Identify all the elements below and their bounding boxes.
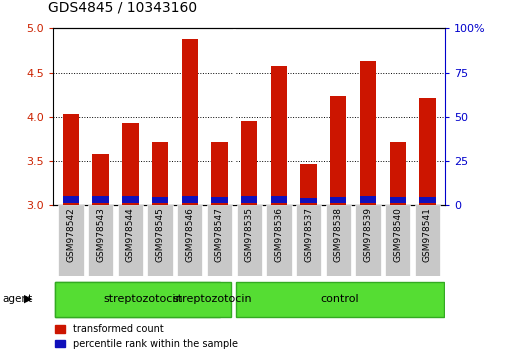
Bar xyxy=(419,197,435,202)
Bar xyxy=(211,143,227,205)
Bar xyxy=(240,196,257,202)
Bar xyxy=(295,205,321,276)
Bar xyxy=(329,197,346,202)
Bar xyxy=(236,205,261,276)
Text: streptozotocin: streptozotocin xyxy=(172,294,251,304)
Text: GSM978535: GSM978535 xyxy=(244,207,253,262)
Bar xyxy=(270,67,286,205)
Bar xyxy=(122,123,138,205)
Bar xyxy=(235,282,443,316)
Bar xyxy=(211,197,227,202)
Text: GSM978543: GSM978543 xyxy=(96,207,105,262)
Text: GSM978537: GSM978537 xyxy=(304,207,313,262)
Text: GSM978547: GSM978547 xyxy=(215,207,224,262)
Bar xyxy=(270,196,286,202)
Bar xyxy=(118,205,143,276)
Text: GSM978538: GSM978538 xyxy=(333,207,342,262)
Bar xyxy=(58,205,83,276)
Text: GSM978542: GSM978542 xyxy=(66,207,75,262)
Bar xyxy=(414,205,439,276)
Bar xyxy=(325,205,350,276)
Text: GSM978544: GSM978544 xyxy=(126,207,135,262)
Bar xyxy=(389,143,405,205)
Bar xyxy=(419,98,435,205)
Bar xyxy=(88,205,113,276)
Bar xyxy=(152,197,168,202)
Legend: transformed count, percentile rank within the sample: transformed count, percentile rank withi… xyxy=(56,324,237,349)
Bar xyxy=(122,196,138,202)
Bar xyxy=(63,114,79,205)
Bar xyxy=(55,282,231,316)
Bar xyxy=(55,282,220,316)
Text: GSM978539: GSM978539 xyxy=(363,207,372,262)
Text: GSM978541: GSM978541 xyxy=(422,207,431,262)
Text: GSM978540: GSM978540 xyxy=(392,207,401,262)
Bar xyxy=(240,121,257,205)
Text: ▶: ▶ xyxy=(24,294,33,304)
Text: GSM978536: GSM978536 xyxy=(274,207,283,262)
Bar xyxy=(207,205,232,276)
Bar xyxy=(147,205,172,276)
Bar xyxy=(63,196,79,202)
Bar xyxy=(384,205,410,276)
Bar xyxy=(300,164,316,205)
Bar xyxy=(181,39,197,205)
Text: GSM978545: GSM978545 xyxy=(155,207,164,262)
Bar xyxy=(266,205,291,276)
Bar xyxy=(355,205,380,276)
Bar xyxy=(92,154,109,205)
Text: GSM978546: GSM978546 xyxy=(185,207,194,262)
Bar xyxy=(359,196,375,202)
Bar xyxy=(177,205,202,276)
Bar xyxy=(389,197,405,202)
Bar xyxy=(181,195,197,202)
Bar xyxy=(329,96,346,205)
Bar xyxy=(300,198,316,202)
Text: agent: agent xyxy=(3,294,33,304)
Bar xyxy=(152,142,168,205)
Bar xyxy=(359,61,375,205)
Text: GDS4845 / 10343160: GDS4845 / 10343160 xyxy=(48,0,197,14)
Bar xyxy=(92,195,109,202)
Text: control: control xyxy=(320,294,359,304)
Text: streptozotocin: streptozotocin xyxy=(103,294,182,304)
